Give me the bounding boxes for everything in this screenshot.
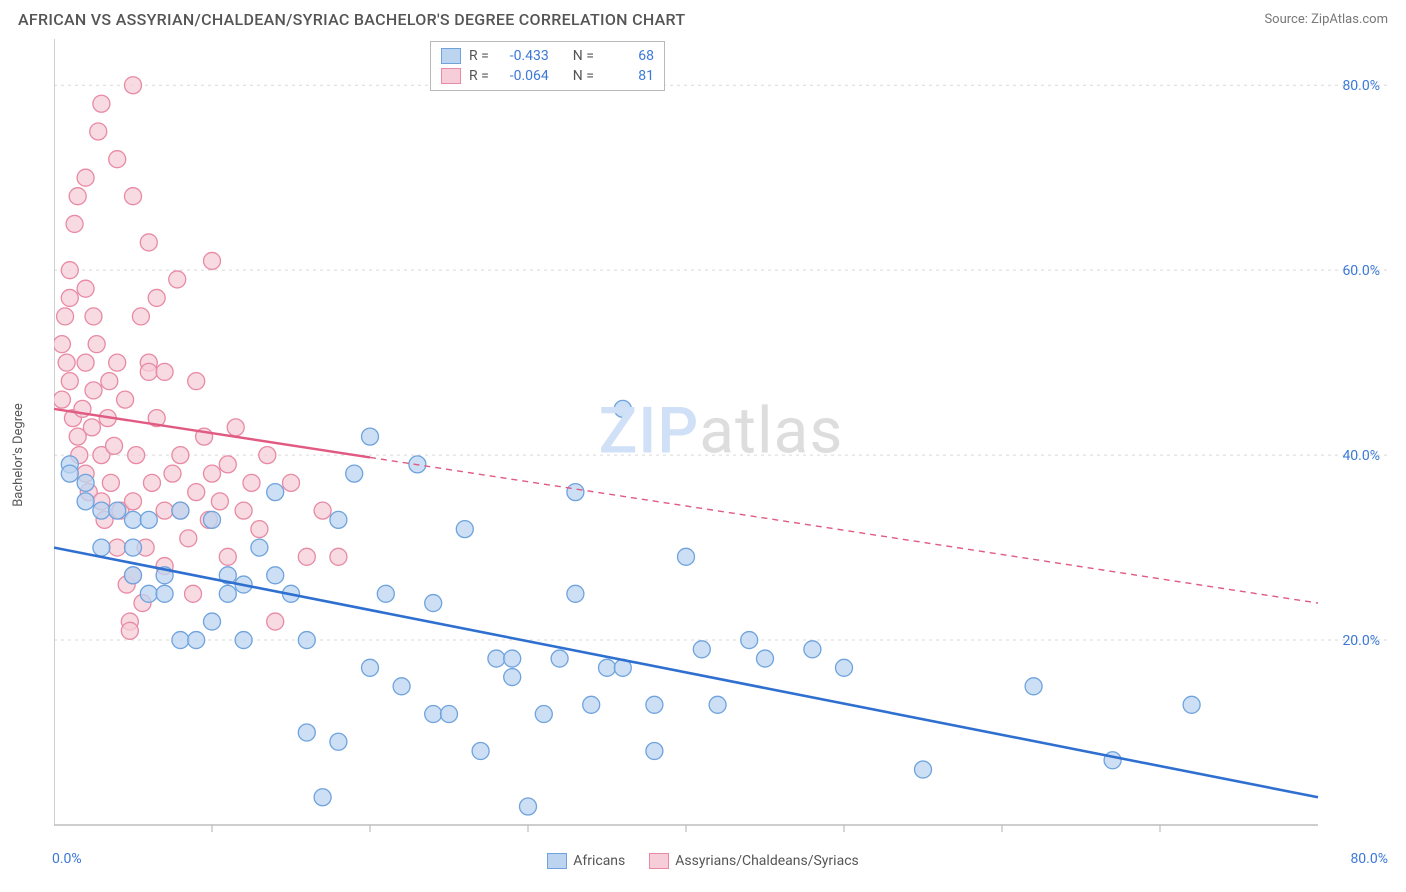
svg-text:40.0%: 40.0% <box>1342 448 1380 464</box>
n-value-1: 81 <box>602 68 654 84</box>
r-value-1: -0.064 <box>497 68 549 84</box>
x-axis-max-label: 80.0% <box>1350 851 1388 867</box>
r-value-0: -0.433 <box>497 48 549 64</box>
r-label-1: R = <box>469 68 489 84</box>
n-label-1: N = <box>573 68 594 84</box>
plot-area: 20.0%40.0%60.0%80.0% ZIPatlas <box>54 39 1388 835</box>
source-attribution: Source: ZipAtlas.com <box>1264 12 1388 27</box>
legend-label-africans: Africans <box>573 853 625 869</box>
chart-container: Bachelor's Degree 20.0%40.0%60.0%80.0% Z… <box>0 35 1406 875</box>
swatch-africans <box>441 48 461 64</box>
stats-legend: R = -0.433 N = 68 R = -0.064 N = 81 <box>430 41 665 91</box>
svg-text:60.0%: 60.0% <box>1342 263 1380 279</box>
legend-item-africans: Africans <box>547 853 625 869</box>
swatch-assyrians <box>441 68 461 84</box>
svg-text:20.0%: 20.0% <box>1342 633 1380 649</box>
y-axis-label: Bachelor's Degree <box>11 403 26 507</box>
scatter-plot-svg: 20.0% 40.0% 60.0% 80.0% <box>54 39 1388 835</box>
n-value-0: 68 <box>602 48 654 64</box>
r-label-0: R = <box>469 48 489 64</box>
source-label: Source: <box>1264 12 1307 27</box>
n-label-0: N = <box>573 48 594 64</box>
stats-row-africans: R = -0.433 N = 68 <box>441 46 654 66</box>
series-legend: Africans Assyrians/Chaldeans/Syriacs <box>0 853 1406 869</box>
legend-swatch-assyrians <box>649 853 669 869</box>
header: AFRICAN VS ASSYRIAN/CHALDEAN/SYRIAC BACH… <box>0 0 1406 35</box>
source-value: ZipAtlas.com <box>1311 12 1388 27</box>
legend-label-assyrians: Assyrians/Chaldeans/Syriacs <box>675 853 858 869</box>
chart-title: AFRICAN VS ASSYRIAN/CHALDEAN/SYRIAC BACH… <box>18 10 685 29</box>
legend-item-assyrians: Assyrians/Chaldeans/Syriacs <box>649 853 858 869</box>
svg-text:80.0%: 80.0% <box>1342 78 1380 94</box>
legend-swatch-africans <box>547 853 567 869</box>
stats-row-assyrians: R = -0.064 N = 81 <box>441 66 654 86</box>
x-axis-min-label: 0.0% <box>52 851 82 867</box>
